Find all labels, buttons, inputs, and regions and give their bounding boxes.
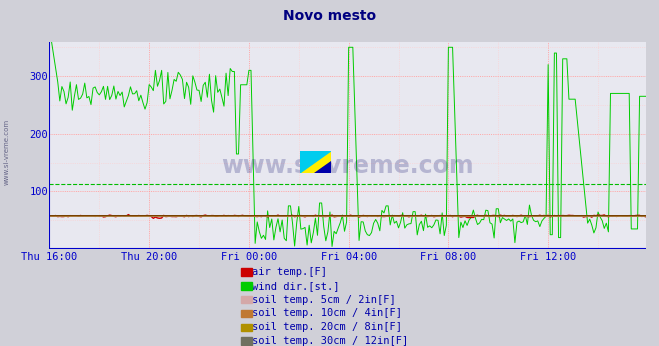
Text: air temp.[F]: air temp.[F] [252,267,328,277]
Text: soil temp. 30cm / 12in[F]: soil temp. 30cm / 12in[F] [252,336,409,346]
Text: soil temp. 10cm / 4in[F]: soil temp. 10cm / 4in[F] [252,309,403,318]
Text: soil temp. 5cm / 2in[F]: soil temp. 5cm / 2in[F] [252,295,396,304]
Text: www.si-vreme.com: www.si-vreme.com [221,154,474,178]
Polygon shape [314,161,331,173]
Text: www.si-vreme.com: www.si-vreme.com [3,119,10,185]
Text: soil temp. 20cm / 8in[F]: soil temp. 20cm / 8in[F] [252,322,403,332]
Text: wind dir.[st.]: wind dir.[st.] [252,281,340,291]
Polygon shape [300,151,331,173]
Polygon shape [300,151,331,173]
Text: Novo mesto: Novo mesto [283,9,376,22]
